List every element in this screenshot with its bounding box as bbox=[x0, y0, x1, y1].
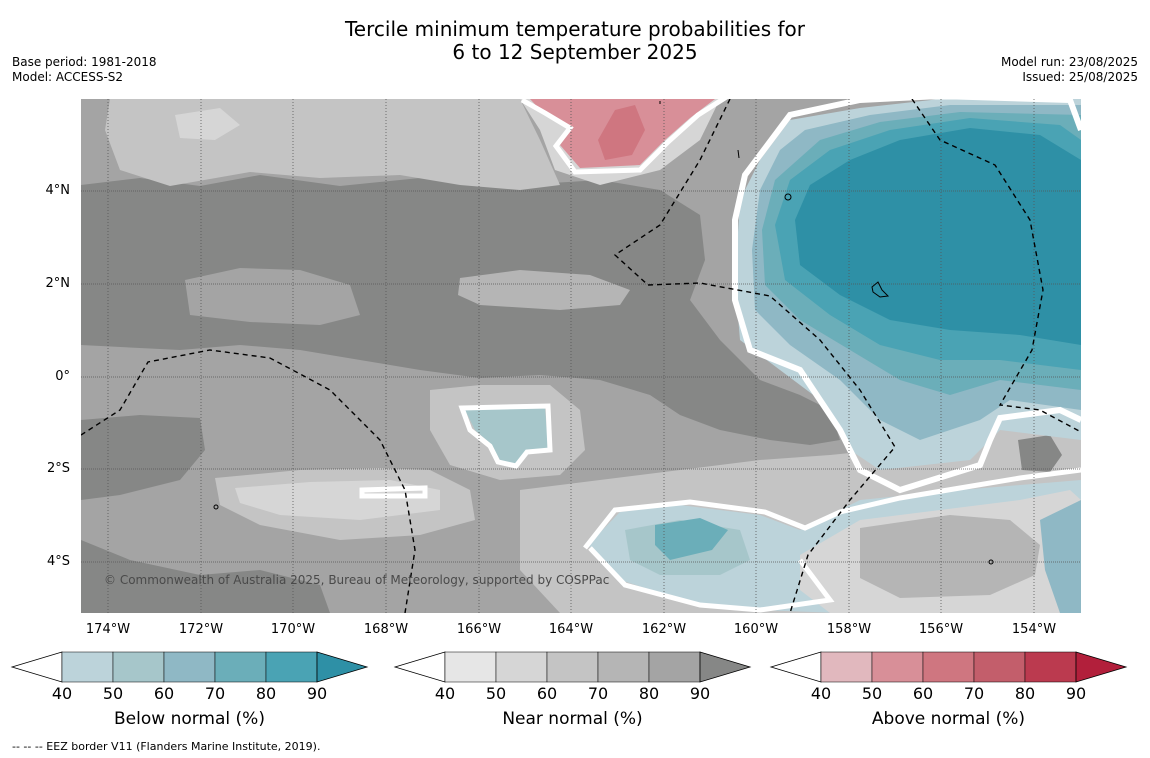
colorbar-tick-label: 80 bbox=[638, 684, 660, 703]
colorbar-swatch bbox=[597, 651, 650, 683]
colorbar-tick-label: 70 bbox=[587, 684, 609, 703]
colorbar-high-extension bbox=[1075, 651, 1128, 683]
lon-label-160w: 160°W bbox=[733, 622, 779, 637]
colorbar-swatch bbox=[61, 651, 114, 683]
title-line-1: Tercile minimum temperature probabilitie… bbox=[344, 17, 806, 41]
colorbar-below-normal bbox=[10, 651, 369, 683]
colorbar-tick-label: 60 bbox=[912, 684, 934, 703]
colorbar-low-extension bbox=[10, 651, 63, 683]
colorbar-high-extension bbox=[316, 651, 369, 683]
eez-legend-note: -- -- -- EEZ border V11 (Flanders Marine… bbox=[12, 740, 321, 753]
lat-label-0: 0° bbox=[55, 369, 70, 384]
colorbar-swatch bbox=[648, 651, 701, 683]
colorbar-low-extension bbox=[393, 651, 446, 683]
white-contour-southeast bbox=[583, 467, 1081, 550]
colorbar-tick-label: 90 bbox=[1065, 684, 1087, 703]
colorbar-tick-label: 90 bbox=[306, 684, 328, 703]
colorbar-tick-label: 80 bbox=[255, 684, 277, 703]
white-contour-north bbox=[520, 99, 728, 175]
colorbar-swatch bbox=[922, 651, 975, 683]
colorbar-tick-label: 50 bbox=[861, 684, 883, 703]
white-contour-cell bbox=[458, 403, 553, 469]
near-normal-90-southwest bbox=[81, 540, 330, 613]
colorbar-swatch bbox=[820, 651, 873, 683]
colorbar-title: Below normal (%) bbox=[114, 709, 265, 729]
colorbar-high-extension bbox=[699, 651, 752, 683]
lat-label-2n: 2°N bbox=[45, 276, 71, 291]
colorbar-swatch bbox=[163, 651, 216, 683]
below-normal-60-corner bbox=[1040, 500, 1081, 613]
eez-borders bbox=[81, 99, 1081, 613]
white-contour-east bbox=[732, 99, 1081, 494]
colorbar-low-extension bbox=[769, 651, 822, 683]
colorbar-tick-label: 70 bbox=[963, 684, 985, 703]
lon-label-162w: 162°W bbox=[641, 622, 687, 637]
model-run-label: Model run: 23/08/2025 bbox=[1000, 55, 1138, 69]
lon-label-156w: 156°W bbox=[918, 622, 964, 637]
colorbar-tick-label: 60 bbox=[536, 684, 558, 703]
near-normal-60-north bbox=[105, 99, 560, 190]
near-normal-90-south bbox=[81, 415, 205, 500]
lon-label-158w: 158°W bbox=[826, 622, 872, 637]
below-normal-90-east bbox=[795, 128, 1081, 345]
page-title: Tercile minimum temperature probabilitie… bbox=[0, 18, 1150, 64]
below-normal-70-southeast bbox=[655, 518, 728, 560]
lat-label-2s: 2°S bbox=[46, 461, 70, 476]
meta-right: Model run: 23/08/2025 Issued: 25/08/2025 bbox=[1001, 55, 1138, 85]
map-grid bbox=[81, 99, 1081, 613]
colorbar-tick-label: 40 bbox=[51, 684, 73, 703]
base-period-label: Base period: 1981-2018 bbox=[12, 55, 157, 69]
lat-label-4s: 4°S bbox=[46, 554, 70, 569]
copyright-notice: © Commonwealth of Australia 2025, Bureau… bbox=[104, 573, 610, 587]
near-normal-70-southeast bbox=[860, 515, 1040, 598]
colorbar-tick-label: 50 bbox=[102, 684, 124, 703]
near-normal-90-region bbox=[81, 175, 840, 445]
colorbar-swatch bbox=[265, 651, 318, 683]
issued-label: Issued: 25/08/2025 bbox=[1022, 70, 1138, 84]
colorbar-above-normal bbox=[769, 651, 1128, 683]
colorbar-tick-label: 40 bbox=[434, 684, 456, 703]
near-normal-70-bubble bbox=[458, 270, 630, 310]
title-line-2: 6 to 12 September 2025 bbox=[452, 40, 698, 64]
colorbar-tick-label: 80 bbox=[1014, 684, 1036, 703]
model-label: Model: ACCESS-S2 bbox=[12, 70, 124, 84]
colorbar-swatch bbox=[973, 651, 1026, 683]
lon-label-170w: 170°W bbox=[270, 622, 316, 637]
colorbar-swatch bbox=[1024, 651, 1077, 683]
map-plot-area bbox=[81, 99, 1081, 613]
colorbar-tick-label: 90 bbox=[689, 684, 711, 703]
colorbar-swatch bbox=[546, 651, 599, 683]
colorbar-title: Near normal (%) bbox=[502, 709, 643, 729]
colorbar-tick-label: 70 bbox=[204, 684, 226, 703]
colorbar-swatch bbox=[871, 651, 924, 683]
colorbar-near-normal bbox=[393, 651, 752, 683]
lon-label-168w: 168°W bbox=[363, 622, 409, 637]
near-normal-80-bubble bbox=[185, 268, 360, 325]
colorbar-tick-label: 40 bbox=[810, 684, 832, 703]
above-normal-60-north bbox=[598, 105, 645, 160]
meta-left: Base period: 1981-2018 Model: ACCESS-S2 bbox=[12, 55, 157, 85]
white-contour-southeast-lower bbox=[588, 546, 835, 613]
lon-label-174w: 174°W bbox=[85, 622, 131, 637]
colorbar-swatch bbox=[495, 651, 548, 683]
colorbar-title: Above normal (%) bbox=[871, 709, 1026, 729]
colorbar-swatch bbox=[444, 651, 497, 683]
colorbar-tick-label: 60 bbox=[153, 684, 175, 703]
colorbar-tick-label: 50 bbox=[485, 684, 507, 703]
lat-label-4n: 4°N bbox=[45, 183, 71, 198]
colorbar-swatch bbox=[112, 651, 165, 683]
colorbar-swatch bbox=[214, 651, 267, 683]
near-normal-50-north bbox=[175, 108, 240, 140]
islands bbox=[213, 101, 994, 565]
lon-label-166w: 166°W bbox=[456, 622, 502, 637]
lon-label-154w: 154°W bbox=[1011, 622, 1057, 637]
near-normal-90-right bbox=[1018, 435, 1062, 472]
lon-label-172w: 172°W bbox=[178, 622, 224, 637]
lon-label-164w: 164°W bbox=[548, 622, 594, 637]
